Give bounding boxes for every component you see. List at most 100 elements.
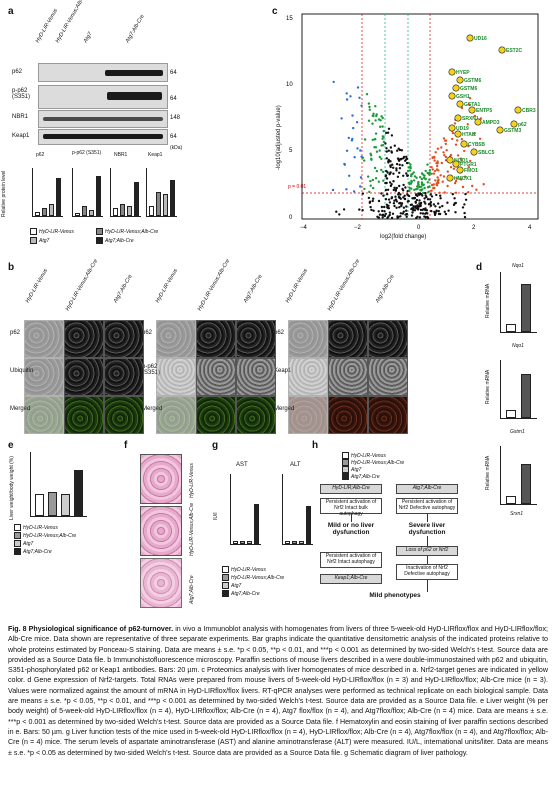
chart-a-ylabel: Relative protein level <box>1 170 7 217</box>
svg-text:15: 15 <box>286 16 293 22</box>
svg-text:0: 0 <box>417 225 421 231</box>
b1-col-3: Atg7;Alb-Cre <box>112 273 134 304</box>
h-arrow-5 <box>427 580 428 592</box>
figure-caption: Fig. 8 Physiological significance of p62… <box>8 624 548 758</box>
row-label-nbr1: NBR1 <box>12 114 29 120</box>
d-gene-1: Nqo1 <box>512 343 524 349</box>
micrograph-tile <box>236 396 276 434</box>
panel-h-label: h <box>312 440 319 451</box>
h-final: Mild phenotypes <box>369 592 421 599</box>
legend-g-4: Atg7;Alb-Cre <box>222 590 260 597</box>
b3-row-1: p62 <box>274 330 285 336</box>
panel-c-label: c <box>272 6 278 17</box>
mw-pp62: 64 <box>170 96 177 102</box>
panel-d-label: d <box>476 262 483 273</box>
he-image-3 <box>140 558 182 608</box>
f-row-1: HyD-LIR-Venus <box>189 463 195 498</box>
b1-row-2: Ubiquitin <box>10 368 34 374</box>
volcano-label: GSTM6 <box>464 78 481 84</box>
legend-g-2: HyD-LIR-Venus;Alb-Cre <box>222 574 284 581</box>
blot-nbr1 <box>38 110 168 128</box>
b1-row-3: Merged <box>10 406 31 412</box>
chart-g-ast <box>230 474 261 545</box>
chart-g-alt <box>282 474 313 545</box>
chart-e <box>30 452 87 517</box>
f-row-2: HyD-LIR-Venus;Alb-Cre <box>189 502 195 556</box>
b3-col-2: HyD-LIR-Venus;Alb-Cre <box>326 258 362 312</box>
volcano-label: UD19 <box>456 126 469 132</box>
d-ylabel-1: Relative mRNA <box>485 283 491 318</box>
b3-row-2: Keap1 <box>274 368 292 374</box>
micrograph-tile <box>236 320 276 358</box>
micrograph-tile <box>24 358 64 396</box>
h-left-bottom: Keap1;Alb-Cre <box>320 574 382 584</box>
micrograph-tile <box>236 358 276 396</box>
b1-row-1: p62 <box>10 330 21 336</box>
g-ylabel: IU/l <box>213 512 219 521</box>
b3-col-1: HyD-LIR-Venus <box>284 267 310 304</box>
panel-b-label: b <box>8 262 15 273</box>
h-arrow-3 <box>427 536 428 546</box>
d-ylabel-3: Relative mRNA <box>485 455 491 490</box>
b1-col-1: HyD-LIR-Venus <box>24 267 50 304</box>
col-label-4: Atg7;Alb-Cre <box>124 13 146 44</box>
h-arrow-4 <box>427 556 428 564</box>
volcano-label: NQO1 <box>454 158 468 164</box>
svg-text:−2: −2 <box>354 225 362 231</box>
h-left-top: HyD-LIR;Alb-Cre <box>320 484 382 494</box>
he-image-1 <box>140 454 182 504</box>
caption-body: in vivo a Immunoblot analysis with homog… <box>8 625 548 757</box>
h-left-box2: Persistent activation of Nrf2 Intact aut… <box>320 552 382 568</box>
legend-e-2: HyD-LIR-Venus;Alb-Cre <box>14 532 76 539</box>
legend-e-4: Atg7;Alb-Cre <box>14 548 52 555</box>
b2-col-2: HyD-LIR-Venus;Alb-Cre <box>196 258 232 312</box>
micrograph-tile <box>196 358 236 396</box>
legend-h-2: HyD-LIR-Venus;Alb-Cre <box>342 459 404 466</box>
b2-col-1: HyD-LIR-Venus <box>154 267 180 304</box>
legend-g-1: HyD-LIR-Venus <box>222 566 266 573</box>
d-ylabel-2: Relative mRNA <box>485 369 491 404</box>
volcano-label: HYEP <box>456 70 470 76</box>
panel-a-label: a <box>8 6 14 17</box>
volcano-label: ENTP5 <box>476 108 492 114</box>
p-threshold-label: p = 0.01 <box>288 184 307 190</box>
volcano-label: GSTM3 <box>504 128 521 134</box>
b2-row-3: Merged <box>142 406 163 412</box>
chart-a-2 <box>72 168 103 217</box>
volcano-label: p62 <box>518 122 527 128</box>
legend-g-3: Atg7 <box>222 582 241 589</box>
he-image-2 <box>140 506 182 556</box>
blot-p62 <box>38 63 168 82</box>
micrograph-tile <box>288 396 328 434</box>
b2-row-1: p62 <box>142 330 153 336</box>
h-left-result: Mild or no liver dysfunction <box>327 522 375 537</box>
svg-text:−4: −4 <box>300 225 308 231</box>
b2-row-2: p-p62 (S351) <box>142 364 161 377</box>
kda-label: (kDa) <box>170 145 183 151</box>
micrograph-tile <box>328 358 368 396</box>
micrograph-tile <box>328 320 368 358</box>
micrograph-tile <box>156 320 196 358</box>
mw-p62: 64 <box>170 70 177 76</box>
micrograph-tile <box>64 320 104 358</box>
b3-col-3: Atg7;Alb-Cre <box>374 273 396 304</box>
micrograph-tile <box>288 358 328 396</box>
b2-col-3: Atg7;Alb-Cre <box>242 273 264 304</box>
volcano-label: HTAI2 <box>462 132 476 138</box>
chart-a-title-1: p62 <box>36 152 45 158</box>
h-right-box2: Loss of p62 or Nrf2 <box>396 546 458 556</box>
micrograph-tile <box>104 396 144 434</box>
chart-a-title-4: Keap1 <box>148 152 163 158</box>
b1-col-2: HyD-LIR-Venus;Alb-Cre <box>64 258 100 312</box>
volcano-ylabel: -log10(adjusted p-value) <box>276 105 282 170</box>
legend-a-1: HyD-LIR-Venus <box>30 228 74 235</box>
d-gene-3: Srxn1 <box>510 511 524 517</box>
chart-a-title-3: NBR1 <box>114 152 128 158</box>
micrograph-tile <box>368 396 408 434</box>
d-gene-2: Gstm1 <box>510 429 525 435</box>
blot-keap1 <box>38 129 168 145</box>
g-title-alt: ALT <box>290 462 301 468</box>
h-arrow-2 <box>427 514 428 522</box>
micrograph-tile <box>64 396 104 434</box>
